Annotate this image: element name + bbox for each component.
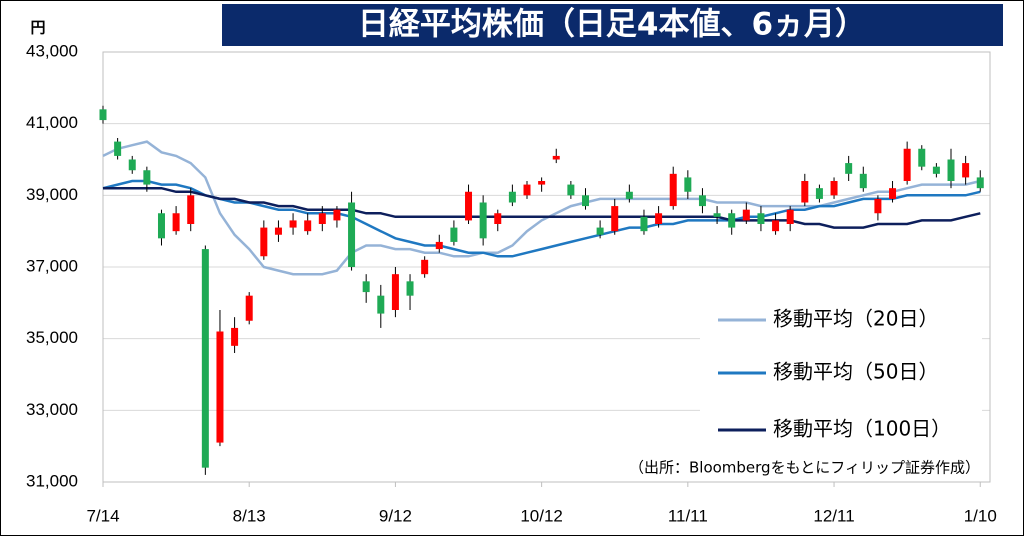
candle-body [99, 109, 107, 121]
candle-body [538, 181, 546, 185]
candle-body [157, 213, 165, 239]
candle-body [143, 170, 151, 185]
candle-body [216, 331, 224, 443]
candle-body [494, 213, 502, 224]
candle-body [889, 188, 897, 199]
moving-average-line [103, 186, 981, 229]
plot-frame [102, 51, 991, 483]
candle-body [976, 177, 984, 189]
candle-body [859, 173, 867, 189]
candle-body [421, 259, 429, 275]
x-tick-label: 12/11 [813, 506, 854, 525]
candle-body [742, 209, 750, 221]
candle-body [172, 213, 180, 232]
candle-body [260, 227, 268, 257]
candle-body [304, 220, 312, 232]
candle-body [962, 163, 970, 178]
candle-body [362, 281, 370, 293]
candle-body [567, 184, 575, 196]
candle-body [801, 181, 809, 203]
candle-body [348, 202, 356, 267]
candle-body [581, 195, 589, 207]
candle-body [786, 209, 794, 224]
candle-body [611, 206, 619, 232]
candle-body [406, 281, 414, 296]
candle-body [187, 195, 195, 224]
y-tick-label: 39,000 [26, 185, 78, 204]
candle-body [918, 148, 926, 167]
candle-body [932, 166, 940, 174]
candle-body [903, 148, 911, 181]
candle-body [523, 184, 531, 196]
candle-body [845, 163, 853, 174]
candle-body [377, 295, 385, 314]
candle-body [728, 213, 736, 228]
candle-body [874, 198, 882, 214]
candle-body [114, 141, 122, 156]
candle-body [947, 159, 955, 181]
y-tick-label: 35,000 [26, 328, 78, 347]
marks [99, 105, 984, 475]
y-tick-label: 37,000 [26, 256, 78, 275]
x-tick-label: 10/12 [520, 506, 563, 525]
candle-body [201, 249, 209, 468]
y-tick-label: 33,000 [26, 400, 78, 419]
candle-body [318, 213, 326, 224]
candle-body [815, 188, 823, 199]
candle-body [231, 327, 239, 346]
candle-body [479, 202, 487, 239]
candle-body [245, 295, 253, 321]
candle-body [772, 220, 780, 232]
x-tick-label: 11/11 [668, 506, 708, 525]
x-tick-label: 7/14 [86, 506, 119, 525]
candle-body [508, 191, 516, 203]
title-bar [222, 4, 1003, 46]
candle-body [333, 209, 341, 221]
note: （出所：Bloombergをもとにフィリップ証券作成） [629, 459, 980, 477]
x-tick-label: 1/10 [964, 506, 997, 525]
candle-body [596, 227, 604, 235]
legend-label: 移動平均（100日） [773, 417, 951, 441]
candle-body [669, 173, 677, 207]
y-unit: 円 [30, 19, 45, 37]
moving-average-line [102, 140, 981, 276]
candle-body [465, 191, 473, 221]
y-tick-label: 41,000 [26, 113, 78, 132]
candle-body [757, 213, 765, 224]
candle-body [289, 220, 297, 228]
candle-body [713, 213, 721, 217]
candle-body [274, 227, 282, 235]
candle-body [830, 181, 838, 196]
candle-body [698, 195, 706, 207]
candle-body [552, 155, 560, 160]
legend-label: 移動平均（50日） [773, 360, 938, 384]
candle-body [128, 159, 136, 171]
chart-title: 日経平均株価（日足4本値、6ヵ月） [358, 7, 866, 43]
y-tick-label: 43,000 [26, 41, 78, 60]
candle-body [655, 213, 663, 224]
legend-label: 移動平均（20日） [773, 307, 938, 331]
candle-body [391, 274, 399, 310]
y-tick-label: 31,000 [26, 471, 78, 490]
candle-body [435, 241, 443, 250]
candle-body [625, 191, 633, 199]
candle-body [640, 216, 648, 232]
candle-body [684, 177, 692, 192]
x-tick-label: 8/13 [233, 506, 266, 525]
candle-body [450, 227, 458, 242]
x-tick-label: 9/12 [379, 506, 412, 525]
